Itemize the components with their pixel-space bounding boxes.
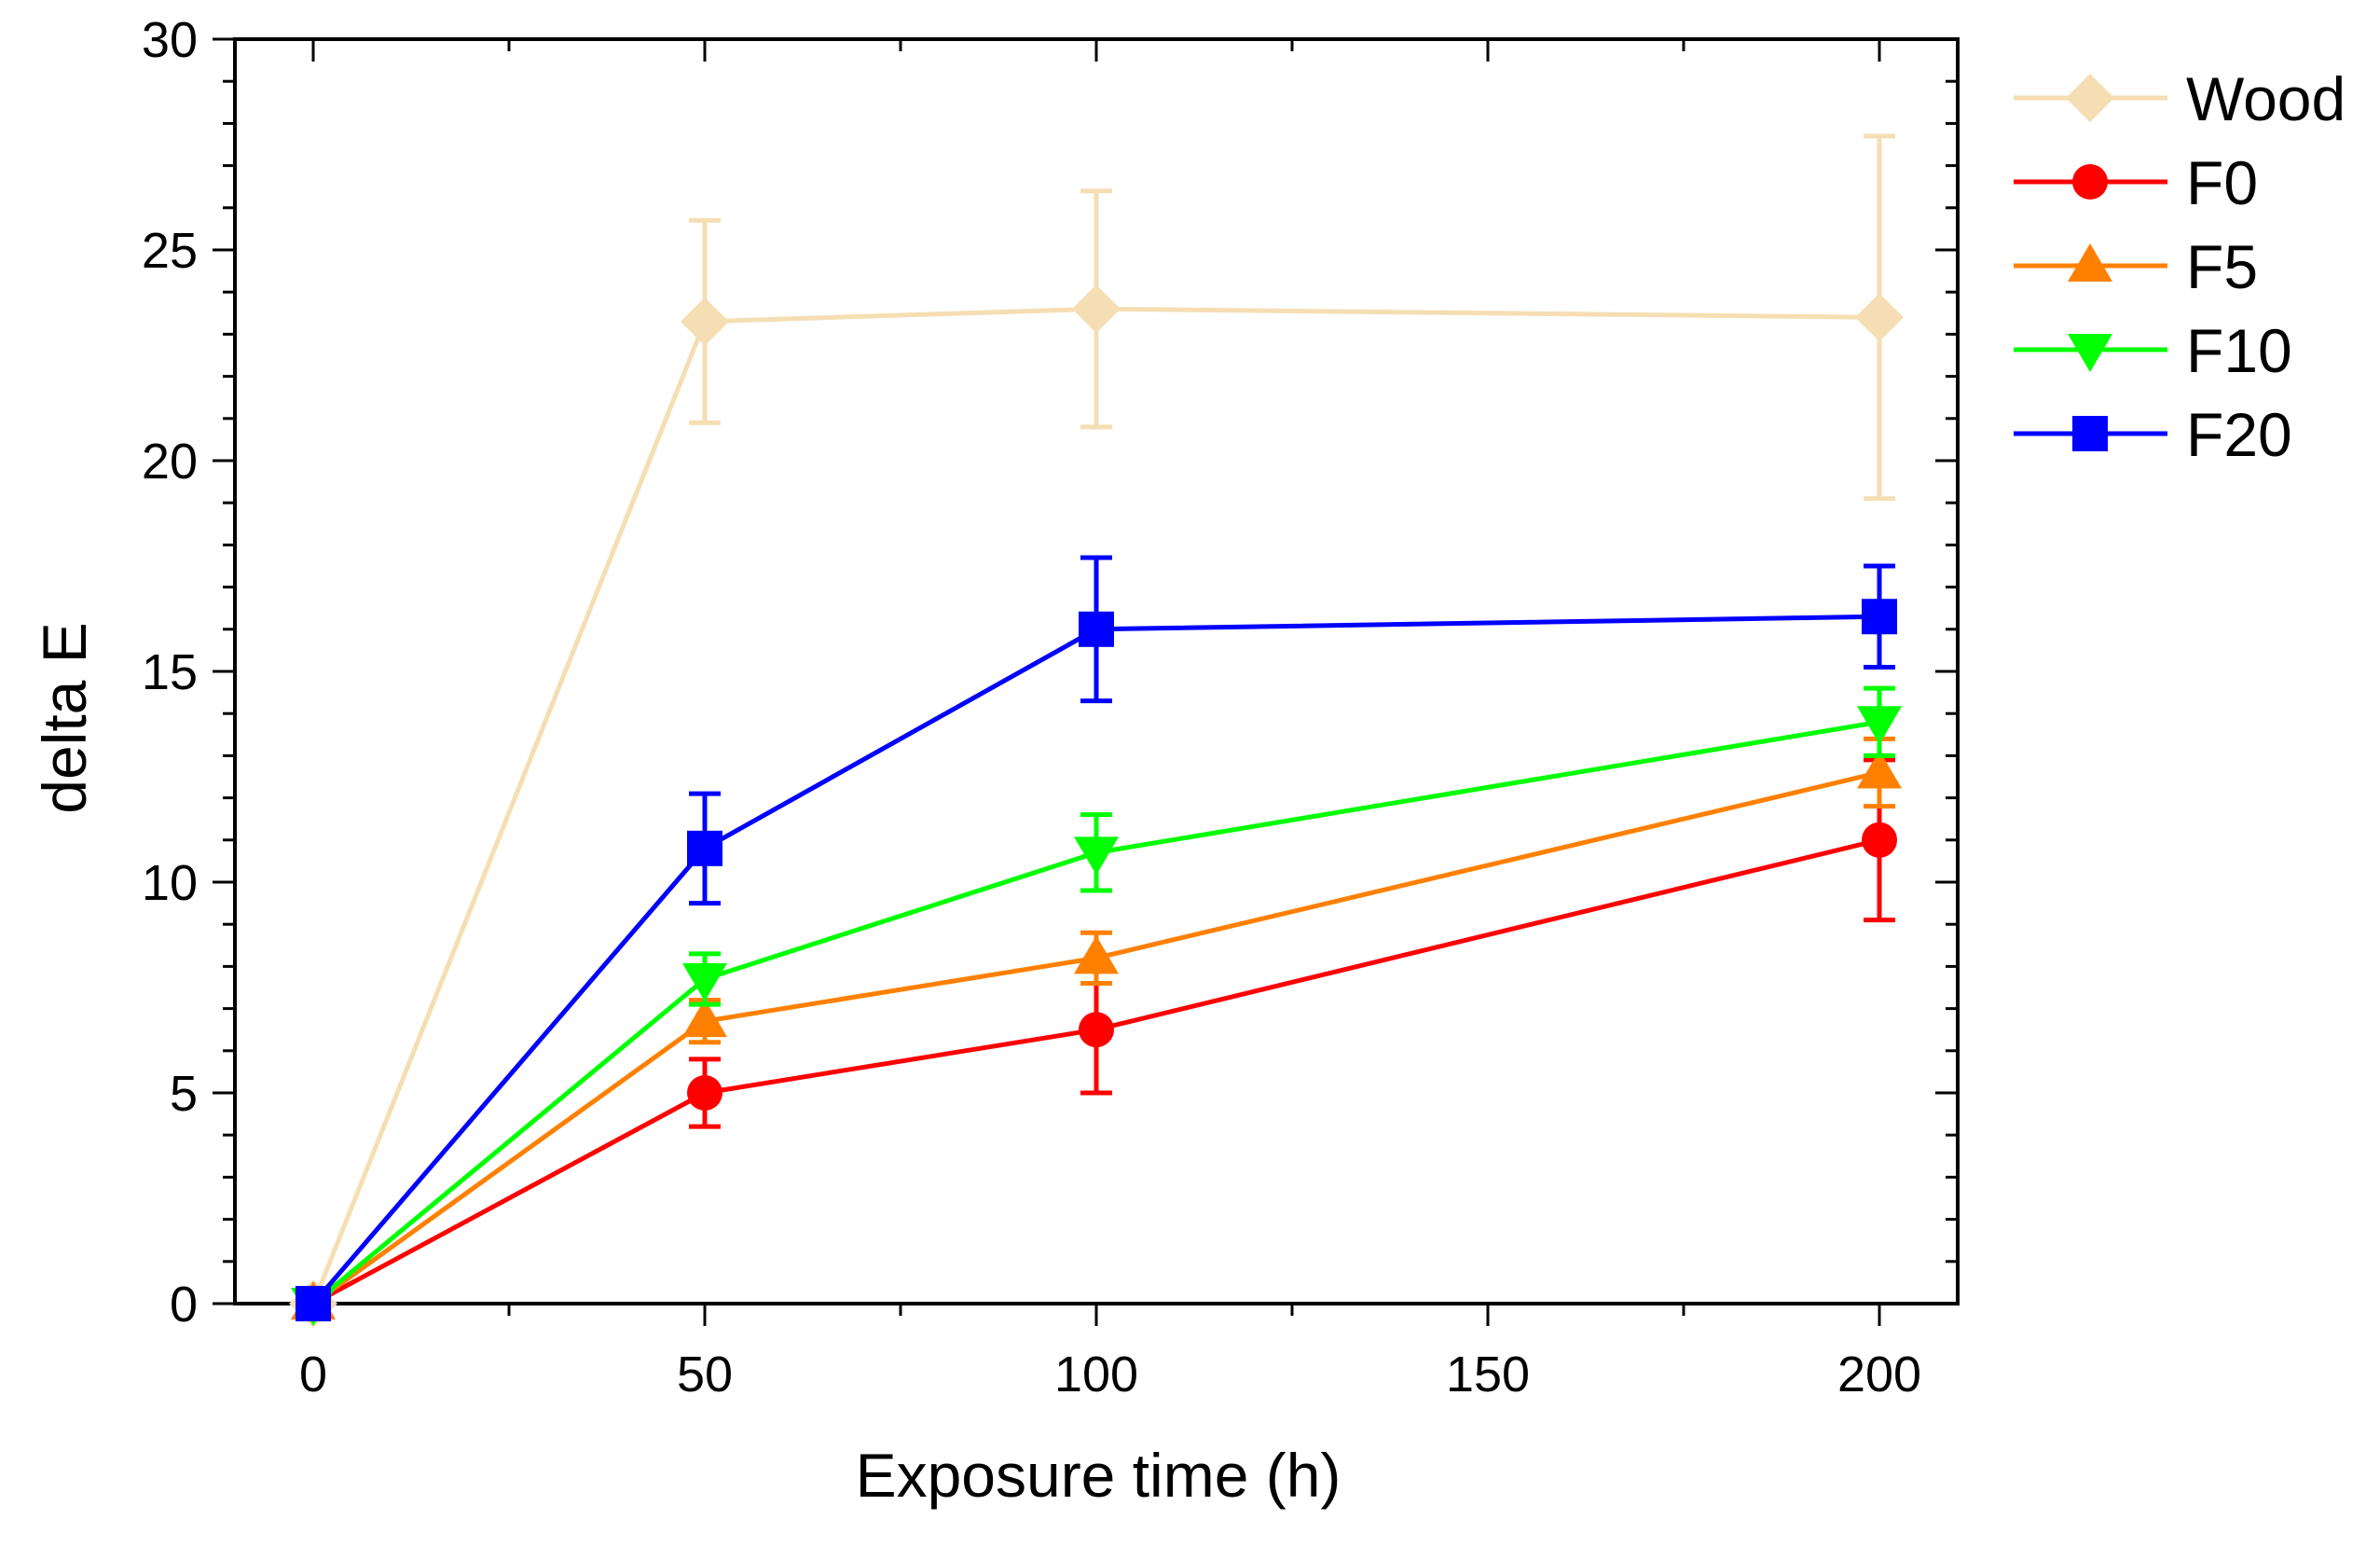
axes-layer: 0 5 10 15 20 25 30 0 50 100 150 200 (142, 12, 1960, 1402)
series-line-wood (310, 306, 1880, 1305)
data-point-wood (1855, 293, 1904, 342)
plot-layer (289, 133, 1904, 1328)
series-line-f5 (311, 770, 1880, 1306)
legend-label-f10: F10 (2186, 316, 2292, 385)
y-tick-label: 10 (142, 855, 198, 911)
legend-label-f0: F0 (2186, 148, 2258, 217)
data-point-f20 (687, 830, 722, 866)
data-point-f0 (1862, 822, 1897, 858)
legend-label-wood: Wood (2186, 64, 2346, 133)
legend-marker-f20 (2072, 416, 2108, 451)
legend: Wood F0 F5 F10 F20 (2014, 64, 2346, 469)
x-tick-label: 100 (1054, 1347, 1138, 1402)
data-point-f10 (1857, 706, 1902, 745)
legend-label-f5: F5 (2186, 232, 2258, 301)
x-axis-title: Exposure time (h) (856, 1441, 1341, 1510)
legend-item-wood: Wood (2014, 64, 2346, 133)
data-point-f10 (682, 962, 727, 1001)
x-tick-label: 50 (677, 1347, 733, 1402)
y-tick-label: 25 (142, 223, 198, 279)
legend-marker-f0 (2072, 164, 2108, 200)
data-point-f20 (296, 1286, 331, 1321)
data-point-f20 (1862, 599, 1897, 635)
legend-marker-f10 (2068, 334, 2112, 372)
data-point-f5 (682, 999, 727, 1038)
x-tick-label: 0 (299, 1347, 327, 1402)
data-point-wood (681, 297, 729, 346)
y-tick-label: 20 (142, 434, 198, 490)
legend-label-f20: F20 (2186, 400, 2292, 469)
series-f10 (291, 685, 1902, 1326)
y-tick-label: 0 (170, 1277, 198, 1333)
y-tick-label: 5 (170, 1066, 198, 1122)
series-line-f20 (311, 614, 1880, 1305)
series-line-f0 (311, 837, 1880, 1306)
data-point-f0 (687, 1075, 722, 1111)
legend-item-f0: F0 (2014, 148, 2258, 217)
x-tick-label: 150 (1446, 1347, 1530, 1402)
data-point-f5 (1074, 935, 1119, 974)
data-point-f0 (1079, 1012, 1114, 1048)
legend-item-f10: F10 (2014, 316, 2292, 385)
data-point-f20 (1079, 611, 1114, 647)
y-tick-label: 15 (142, 644, 198, 700)
data-point-f10 (1074, 836, 1119, 876)
x-tick-label: 200 (1837, 1347, 1921, 1402)
y-axis-title: delta E (30, 622, 99, 813)
series-f20 (296, 555, 1897, 1321)
legend-item-f20: F20 (2014, 400, 2292, 469)
series-line-f10 (311, 719, 1880, 1305)
y-tick-label: 30 (142, 12, 198, 68)
data-point-wood (1072, 284, 1121, 334)
legend-marker-f5 (2068, 243, 2112, 282)
legend-marker-wood (2066, 74, 2114, 122)
data-point-f5 (1857, 750, 1902, 789)
legend-item-f5: F5 (2014, 232, 2258, 301)
